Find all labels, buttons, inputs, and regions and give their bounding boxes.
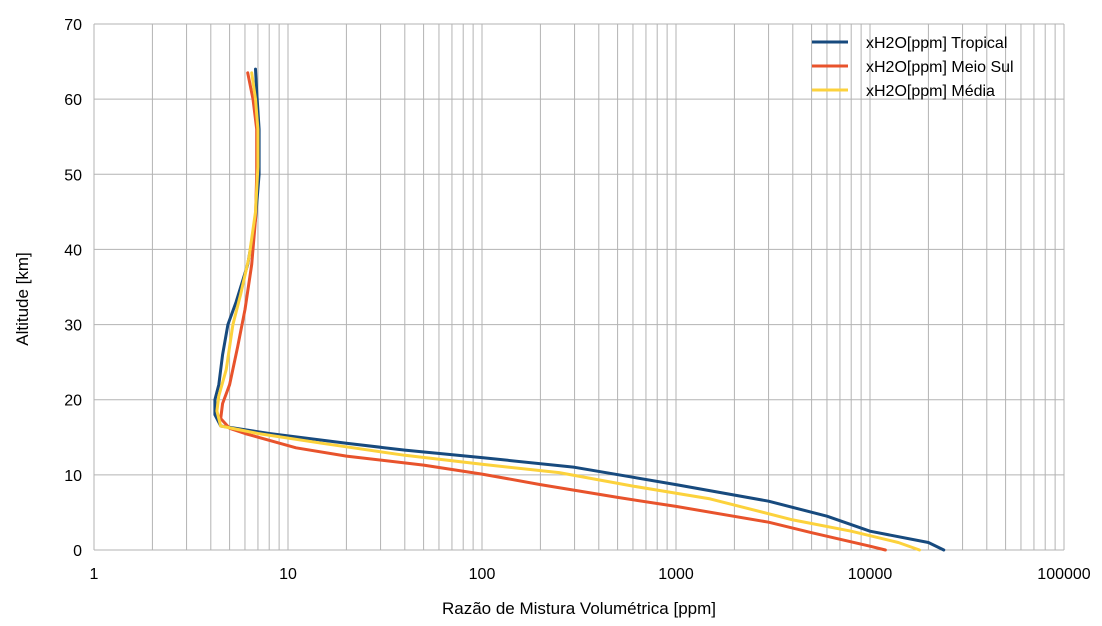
y-tick-label: 0: [73, 543, 82, 560]
x-tick-labels: 1 10 100 1000 10000 100000: [90, 566, 1091, 583]
y-tick-label: 60: [64, 92, 82, 109]
y-tick-label: 20: [64, 393, 82, 410]
y-tick-label: 40: [64, 242, 82, 259]
legend-label: xH2O[ppm] Meio Sul: [866, 59, 1014, 76]
x-tick-label: 100000: [1037, 566, 1090, 583]
y-tick-label: 50: [64, 167, 82, 184]
y-tick-label: 70: [64, 17, 82, 34]
x-tick-label: 100: [469, 566, 496, 583]
series-line: [215, 71, 921, 552]
legend-label: xH2O[ppm] Média: [866, 83, 995, 100]
legend: xH2O[ppm] Tropical xH2O[ppm] Meio Sul xH2O…: [812, 35, 1014, 100]
x-axis-title: Razão de Mistura Volumétrica [ppm]: [442, 599, 716, 618]
x-tick-label: 10000: [848, 566, 893, 583]
y-axis-title: Altitude [km]: [13, 252, 32, 346]
x-tick-label: 1: [90, 566, 99, 583]
y-tick-labels: 0 10 20 30 40 50 60 70: [64, 17, 82, 560]
series-lines: [213, 67, 946, 552]
x-tick-label: 1000: [658, 566, 694, 583]
legend-label: xH2O[ppm] Tropical: [866, 35, 1007, 52]
y-tick-label: 30: [64, 318, 82, 335]
y-tick-label: 10: [64, 468, 82, 485]
x-tick-label: 10: [279, 566, 297, 583]
